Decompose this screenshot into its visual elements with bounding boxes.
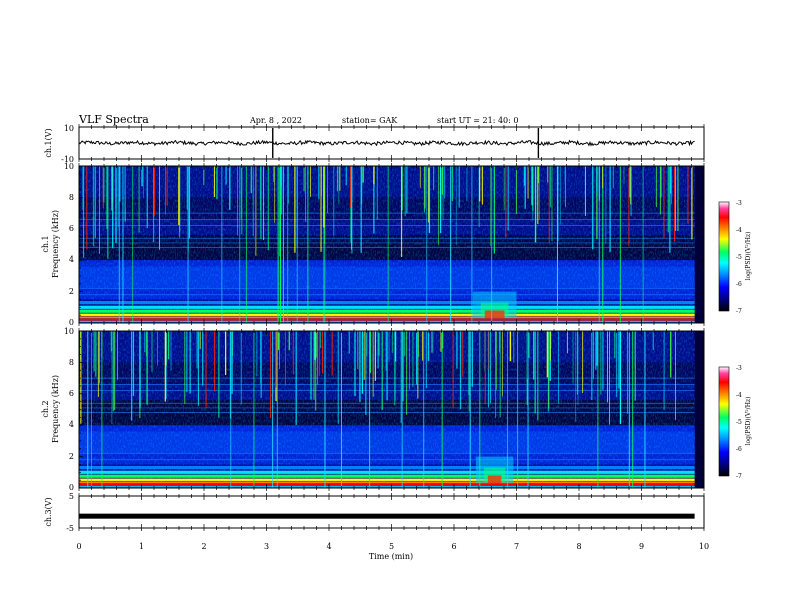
ch1-spectrogram-ticks (78, 163, 705, 326)
ch1-waveform-panel: 10 -10 ch.1(V) (44, 124, 705, 164)
ch1-freq-tick-6: 6 (69, 224, 74, 233)
spec-low-band (79, 320, 695, 323)
date-label: Apr. 8 , 2022 (249, 116, 302, 125)
spec-low-band (79, 309, 695, 313)
ch1-cbar-tick-m7: -7 (736, 308, 742, 315)
ch1-ytick-top: 10 (64, 124, 74, 133)
xtick-0: 0 (76, 542, 81, 551)
ch2-freq-tick-2: 2 (69, 452, 74, 461)
ch3-waveform-ylabel: ch.3(V) (44, 497, 53, 526)
xtick-6: 6 (451, 542, 456, 551)
ch2-cbar-tick-m5: -5 (736, 419, 742, 426)
ch1-ytick-bottom: -10 (61, 155, 74, 164)
ch2-cbar-tick-m7: -7 (736, 473, 742, 480)
ch2-cbar-tick-m4: -4 (736, 392, 742, 399)
ch2-cbar-tick-m3: -3 (736, 365, 742, 372)
spec-low-band (79, 485, 695, 488)
xtick-7: 7 (514, 542, 519, 551)
spec-enhancement-peak (484, 310, 505, 319)
ch2-colorbar-gradient (718, 366, 730, 477)
ch2-freq-tick-6: 6 (69, 389, 74, 398)
ch1-freq-tick-10: 10 (64, 162, 74, 171)
ch2-colorbar: -3 -4 -5 -6 -7 log(PSD)(V²/Hz) (718, 365, 752, 480)
spec-low-band (79, 481, 695, 484)
ch1-cbar-tick-m6: -6 (736, 281, 742, 288)
spec-low-band (79, 313, 695, 316)
ch3-ytick-bottom: -5 (66, 524, 74, 533)
spec-low-band (79, 301, 695, 305)
spec-low-band (79, 305, 695, 309)
ch2-channel-label: ch.2 (41, 400, 50, 417)
start-time-label: start UT = 21: 40: 0 (437, 116, 518, 125)
ch2-freq-tick-8: 8 (69, 358, 74, 367)
ch2-cbar-tick-m6: -6 (736, 446, 742, 453)
ch1-cbar-tick-m5: -5 (736, 254, 742, 261)
ch1-freq-tick-0: 0 (69, 318, 74, 327)
xtick-3: 3 (264, 542, 269, 551)
ch2-freq-tick-4: 4 (69, 420, 74, 429)
ch3-waveform-trace (79, 513, 695, 519)
xtick-1: 1 (139, 542, 144, 551)
xtick-10: 10 (699, 542, 709, 551)
ch1-waveform-ylabel: ch.1(V) (44, 128, 53, 157)
ch1-colorbar: -3 -4 -5 -6 -7 log(PSD)(V²/Hz) (718, 200, 752, 315)
figure-title: VLF Spectra (78, 113, 149, 126)
spec-noise (79, 166, 695, 323)
spec-low-band (79, 470, 695, 474)
xtick-8: 8 (576, 542, 581, 551)
ch1-freq-tick-8: 8 (69, 193, 74, 202)
xtick-4: 4 (326, 542, 331, 551)
xtick-9: 9 (639, 542, 644, 551)
ch1-cbar-tick-m3: -3 (736, 200, 742, 207)
ch1-spectrogram-panel: 0 2 4 6 8 10 ch.1 Frequency (kHz) (41, 162, 705, 327)
ch2-spectrogram-image (79, 331, 704, 488)
spec-low-band (79, 316, 695, 319)
ch3-waveform-frame (78, 495, 705, 529)
ch2-spectrogram-panel: 0 2 4 6 8 10 ch.2 Frequency (kHz) (41, 327, 705, 492)
ch1-colorbar-label: log(PSD)(V²/Hz) (745, 232, 752, 281)
spec-low-band (79, 483, 695, 486)
ch1-cbar-tick-m4: -4 (736, 227, 742, 234)
ch2-freq-tick-10: 10 (64, 327, 74, 336)
ch2-freq-tick-0: 0 (69, 483, 74, 492)
ch3-ytick-top: 5 (69, 492, 74, 501)
ch3-waveform-ticks (78, 493, 705, 531)
ch1-waveform-trace (78, 139, 695, 147)
ch1-spectrogram-image (79, 166, 704, 323)
x-axis: 0 1 2 3 4 5 6 7 8 9 10 Time (min) (76, 542, 709, 561)
ch1-colorbar-gradient (718, 201, 730, 312)
ch1-frequency-label: Frequency (kHz) (51, 210, 60, 278)
ch2-frequency-label: Frequency (kHz) (51, 375, 60, 443)
spec-low-band (79, 466, 695, 470)
spec-low-band (79, 474, 695, 478)
ch2-spectrogram-ticks (78, 328, 705, 491)
spec-low-band (79, 318, 695, 321)
ch1-waveform-ticks (78, 124, 705, 162)
ch3-waveform-panel: 5 -5 ch.3(V) (44, 492, 705, 533)
x-axis-label: Time (min) (369, 552, 413, 561)
ch1-frequency-tick-labels: 0 2 4 6 8 10 (64, 162, 74, 327)
spec-enhancement-peak (487, 475, 502, 484)
station-label: station= GAK (342, 116, 398, 125)
spec-low-band (79, 478, 695, 481)
ch1-freq-tick-2: 2 (69, 287, 74, 296)
ch2-colorbar-label: log(PSD)(V²/Hz) (745, 397, 752, 446)
xtick-5: 5 (389, 542, 394, 551)
xtick-2: 2 (201, 542, 206, 551)
ch1-freq-tick-4: 4 (69, 255, 74, 264)
ch1-channel-label: ch.1 (41, 235, 50, 252)
